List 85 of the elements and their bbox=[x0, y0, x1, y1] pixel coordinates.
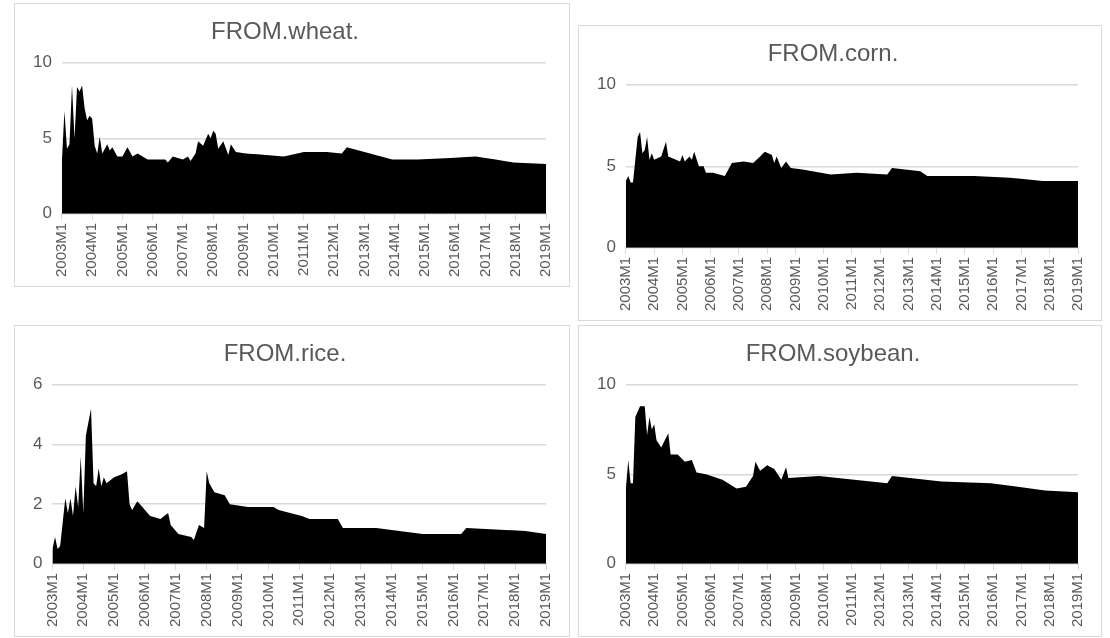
x-tick-label: 2015M1 bbox=[955, 572, 973, 628]
y-tick-label: 0 bbox=[42, 203, 52, 223]
x-tick-label: 2016M1 bbox=[445, 222, 463, 278]
x-tick-label: 2006M1 bbox=[135, 572, 153, 628]
x-tick-label: 2011M1 bbox=[289, 572, 307, 626]
x-tick-label: 2006M1 bbox=[700, 572, 718, 628]
x-tick-label: 2009M1 bbox=[233, 222, 251, 278]
x-tick-label: 2008M1 bbox=[203, 222, 221, 278]
y-tick-label: 5 bbox=[606, 463, 616, 483]
x-tick-label: 2005M1 bbox=[104, 572, 122, 628]
x-tick-label: 2011M1 bbox=[842, 256, 860, 310]
x-tick-label: 2003M1 bbox=[52, 222, 70, 278]
x-tick-label: 2006M1 bbox=[142, 222, 160, 278]
x-tick-label: 2018M1 bbox=[505, 222, 523, 278]
x-tick-label: 2010M1 bbox=[813, 572, 831, 628]
x-tick-label: 2016M1 bbox=[983, 256, 1001, 312]
y-tick-label: 10 bbox=[596, 374, 616, 394]
x-tick-label: 2019M1 bbox=[1068, 572, 1086, 628]
x-tick-label: 2004M1 bbox=[644, 256, 662, 312]
x-tick-label: 2012M1 bbox=[320, 572, 338, 628]
x-tick-label: 2013M1 bbox=[898, 256, 916, 312]
x-tick-label: 2003M1 bbox=[616, 572, 634, 628]
y-tick-label: 0 bbox=[606, 553, 616, 573]
x-tick-label: 2015M1 bbox=[412, 572, 430, 628]
y-tick-label: 5 bbox=[42, 127, 52, 147]
x-tick-label: 2008M1 bbox=[757, 572, 775, 628]
y-tick-label: 4 bbox=[32, 434, 43, 454]
x-tick-label: 2018M1 bbox=[1039, 572, 1057, 628]
chart-title: FROM.rice. bbox=[223, 339, 347, 367]
x-tick-label: 2005M1 bbox=[672, 572, 690, 628]
x-tick-label: 2019M1 bbox=[1068, 256, 1086, 312]
x-tick-label: 2014M1 bbox=[926, 256, 944, 312]
x-tick-label: 2004M1 bbox=[73, 572, 91, 628]
y-tick-label: 0 bbox=[32, 553, 43, 573]
x-tick-label: 2007M1 bbox=[165, 572, 183, 628]
x-tick-label: 2014M1 bbox=[381, 572, 399, 628]
x-tick-label: 2013M1 bbox=[354, 222, 372, 278]
chart-title: FROM.soybean. bbox=[745, 339, 921, 367]
x-tick-label: 2010M1 bbox=[263, 222, 281, 278]
x-tick-label: 2009M1 bbox=[785, 572, 803, 628]
x-tick-label: 2009M1 bbox=[785, 256, 803, 312]
x-tick-label: 2003M1 bbox=[616, 256, 634, 312]
x-tick-label: 2016M1 bbox=[443, 572, 461, 628]
x-tick-label: 2015M1 bbox=[415, 222, 433, 278]
x-tick-label: 2013M1 bbox=[898, 572, 916, 628]
x-tick-label: 2008M1 bbox=[757, 256, 775, 312]
x-tick-label: 2012M1 bbox=[324, 222, 342, 278]
y-tick-label: 10 bbox=[32, 52, 52, 72]
x-tick-label: 2017M1 bbox=[475, 222, 493, 278]
x-tick-label: 2013M1 bbox=[351, 572, 369, 628]
x-tick-label: 2010M1 bbox=[258, 572, 276, 628]
y-tick-label: 0 bbox=[606, 237, 616, 257]
x-tick-label: 2019M1 bbox=[536, 572, 554, 628]
x-tick-label: 2014M1 bbox=[384, 222, 402, 278]
x-tick-label: 2007M1 bbox=[729, 572, 747, 628]
x-tick-label: 2016M1 bbox=[983, 572, 1001, 628]
x-tick-label: 2012M1 bbox=[870, 572, 888, 628]
y-tick-label: 5 bbox=[606, 155, 616, 175]
x-tick-label: 2008M1 bbox=[196, 572, 214, 628]
y-tick-label: 2 bbox=[32, 493, 43, 513]
y-tick-label: 10 bbox=[596, 74, 616, 94]
x-tick-label: 2014M1 bbox=[926, 572, 944, 628]
x-tick-label: 2007M1 bbox=[173, 222, 191, 278]
x-tick-label: 2011M1 bbox=[842, 572, 860, 626]
x-tick-label: 2018M1 bbox=[505, 572, 523, 628]
x-tick-label: 2012M1 bbox=[870, 256, 888, 312]
x-tick-label: 2004M1 bbox=[644, 572, 662, 628]
y-tick-label: 6 bbox=[32, 374, 43, 394]
x-tick-label: 2004M1 bbox=[82, 222, 100, 278]
x-tick-label: 2003M1 bbox=[42, 572, 60, 628]
x-tick-label: 2017M1 bbox=[474, 572, 492, 628]
x-tick-label: 2007M1 bbox=[729, 256, 747, 312]
x-tick-label: 2005M1 bbox=[112, 222, 130, 278]
x-tick-label: 2011M1 bbox=[294, 222, 312, 276]
x-tick-label: 2019M1 bbox=[536, 222, 554, 278]
x-tick-label: 2006M1 bbox=[700, 256, 718, 312]
x-tick-label: 2017M1 bbox=[1011, 572, 1029, 628]
x-tick-label: 2018M1 bbox=[1039, 256, 1057, 312]
x-tick-label: 2009M1 bbox=[227, 572, 245, 628]
x-tick-label: 2015M1 bbox=[955, 256, 973, 312]
x-tick-label: 2010M1 bbox=[813, 256, 831, 312]
x-tick-label: 2005M1 bbox=[672, 256, 690, 312]
x-tick-label: 2017M1 bbox=[1011, 256, 1029, 312]
chart-title: FROM.corn. bbox=[767, 39, 899, 67]
chart-title: FROM.wheat. bbox=[210, 17, 360, 45]
